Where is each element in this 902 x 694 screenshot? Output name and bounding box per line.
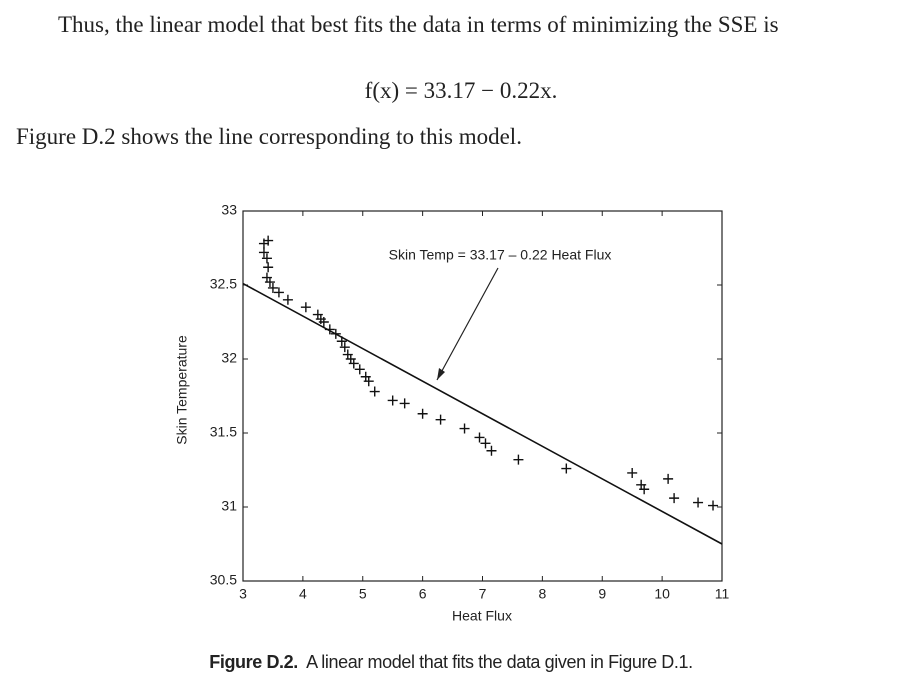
- data-point: [282, 294, 293, 305]
- annotation-arrow: [436, 267, 499, 381]
- data-point: [387, 395, 398, 406]
- data-point: [330, 328, 341, 339]
- y-tick-label: 32: [221, 350, 237, 366]
- data-point: [474, 432, 485, 443]
- y-axis-label: Skin Temperature: [174, 335, 190, 445]
- data-point: [318, 317, 329, 327]
- paragraph: Figure D.2 shows the line corresponding …: [16, 124, 522, 149]
- data-point: [261, 253, 272, 264]
- y-tick-label: 31.5: [210, 424, 237, 440]
- caption: Figure D.2. A linear model that fits the…: [0, 652, 902, 673]
- x-tick-label: 10: [654, 586, 670, 602]
- x-tick-label: 6: [419, 586, 427, 602]
- data-point: [399, 398, 410, 409]
- arrow-head: [437, 368, 445, 380]
- y-tick-label: 31: [221, 498, 237, 514]
- data-point: [486, 445, 497, 456]
- paragraph: Thus, the linear model that best fits th…: [58, 12, 779, 37]
- x-tick-label: 4: [299, 586, 307, 602]
- plot-frame: [242, 210, 723, 582]
- data-point: [417, 408, 428, 419]
- data-point: [300, 302, 311, 313]
- data-point: [263, 262, 274, 273]
- data-point: [336, 336, 347, 347]
- data-point: [513, 454, 524, 465]
- data-point: [561, 463, 572, 474]
- data-point: [663, 473, 674, 484]
- data-point: [639, 484, 650, 495]
- x-axis-label: Heat Flux: [452, 608, 512, 624]
- data-point: [267, 282, 278, 293]
- data-point: [324, 324, 335, 335]
- x-tick-label: 5: [359, 586, 367, 602]
- x-tick-label: 7: [479, 586, 487, 602]
- caption-label: Figure D.2.: [209, 652, 298, 672]
- data-point: [669, 493, 680, 504]
- data-point: [263, 235, 274, 246]
- data-point: [354, 364, 365, 375]
- data-point: [693, 497, 704, 508]
- data-point: [264, 277, 275, 288]
- data-point: [435, 414, 446, 425]
- data-point: [363, 376, 374, 387]
- x-tick-label: 9: [598, 586, 606, 602]
- data-point: [348, 358, 359, 369]
- equation: f(x) = 33.17 − 0.22x.: [364, 78, 558, 103]
- x-tick-label: 8: [538, 586, 546, 602]
- data-point: [708, 500, 719, 511]
- chart: Skin Temp = 33.17 – 0.22 Heat Flux Heat …: [174, 202, 730, 624]
- data-point: [480, 438, 491, 449]
- y-tick-label: 32.5: [210, 276, 237, 292]
- data-point: [459, 423, 470, 434]
- x-tick-label: 11: [715, 586, 730, 602]
- x-tick-label: 3: [239, 586, 247, 602]
- data-point: [339, 342, 350, 353]
- fit-line: [242, 282, 723, 545]
- data-point: [369, 386, 380, 397]
- data-point: [627, 467, 638, 478]
- y-tick-label: 30.5: [210, 572, 237, 588]
- caption-text: A linear model that fits the data given …: [306, 652, 693, 672]
- data-point: [273, 287, 284, 298]
- data-point: [258, 247, 269, 258]
- annotation: Skin Temp = 33.17 – 0.22 Heat Flux: [389, 247, 612, 263]
- y-tick-label: 33: [221, 202, 237, 218]
